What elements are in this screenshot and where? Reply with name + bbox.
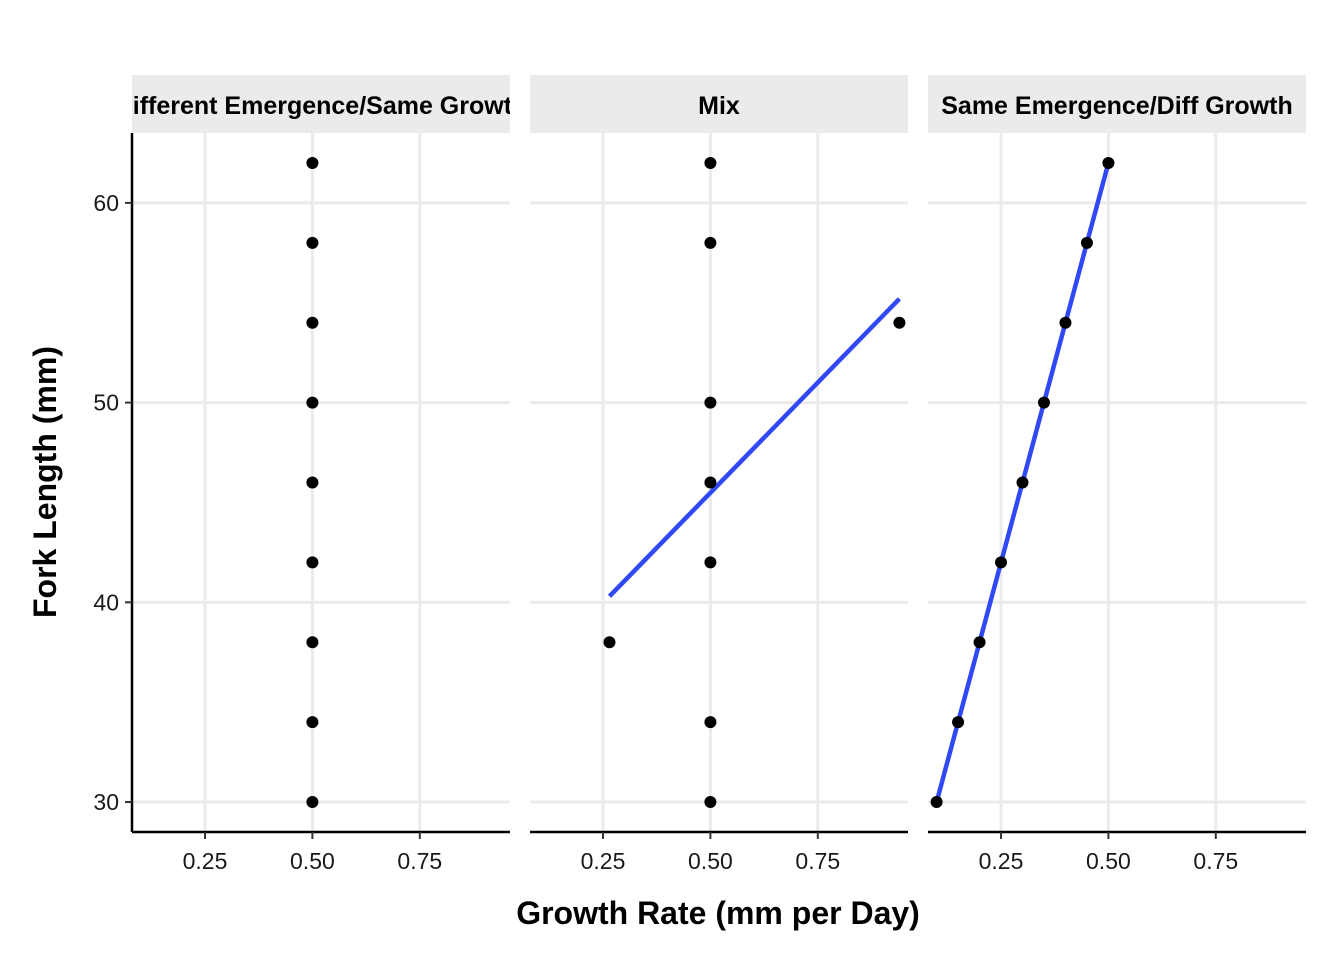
data-point [603,636,616,649]
data-point [306,716,319,729]
data-point [1080,236,1093,249]
data-point [306,236,319,249]
data-point [306,636,319,649]
y-tick-label: 60 [93,190,119,216]
data-point [306,556,319,569]
y-axis-title: Fork Length (mm) [27,346,63,618]
x-tick-label: 0.50 [688,848,733,874]
y-tick-label: 50 [93,390,119,416]
data-point [973,636,986,649]
facet-strip-title: Mix [698,92,740,120]
data-point [1102,156,1115,169]
y-tick-label: 30 [93,789,119,815]
data-point [306,156,319,169]
facet-panels: Different Emergence/Same Growth 0.25 0.50 0… [115,75,1306,874]
y-tick-label: 40 [93,589,119,615]
data-point [306,316,319,329]
x-tick-label: 0.75 [1193,848,1238,874]
data-point [306,476,319,489]
data-point [704,556,717,569]
facet-strip-title: Different Emergence/Same Growth [115,92,528,120]
data-point [704,796,717,809]
data-point [930,796,943,809]
data-point [704,236,717,249]
facet-panel-1: Different Emergence/Same Growth 0.25 0.50 0… [115,75,528,874]
x-tick-label: 0.25 [581,848,626,874]
x-tick-label: 0.75 [397,848,442,874]
x-tick-label: 0.25 [979,848,1024,874]
data-point [952,716,965,729]
data-point [1016,476,1029,489]
y-axis: 30 40 50 60 [93,133,134,832]
data-point [306,796,319,809]
facet-strip [132,75,510,133]
x-tick-label: 0.25 [183,848,228,874]
data-point [1037,396,1050,409]
data-point [995,556,1008,569]
x-tick-label: 0.50 [290,848,335,874]
data-point [704,156,717,169]
data-point [704,396,717,409]
facet-panel-2: Mix 0.25 0.50 0.75 [530,75,908,874]
regression-line [607,297,902,598]
facet-strip [530,75,908,133]
facet-strip [928,75,1306,133]
data-point [1059,316,1072,329]
data-point [893,316,906,329]
facet-panel-3: Same Emergence/Diff Growth 0.25 0.50 0.75 [928,75,1306,874]
x-tick-label: 0.75 [795,848,840,874]
data-point [704,476,717,489]
x-tick-label: 0.50 [1086,848,1131,874]
data-point [306,396,319,409]
data-point [704,716,717,729]
x-axis-title: Growth Rate (mm per Day) [516,895,920,931]
facet-strip-title: Same Emergence/Diff Growth [941,92,1292,120]
